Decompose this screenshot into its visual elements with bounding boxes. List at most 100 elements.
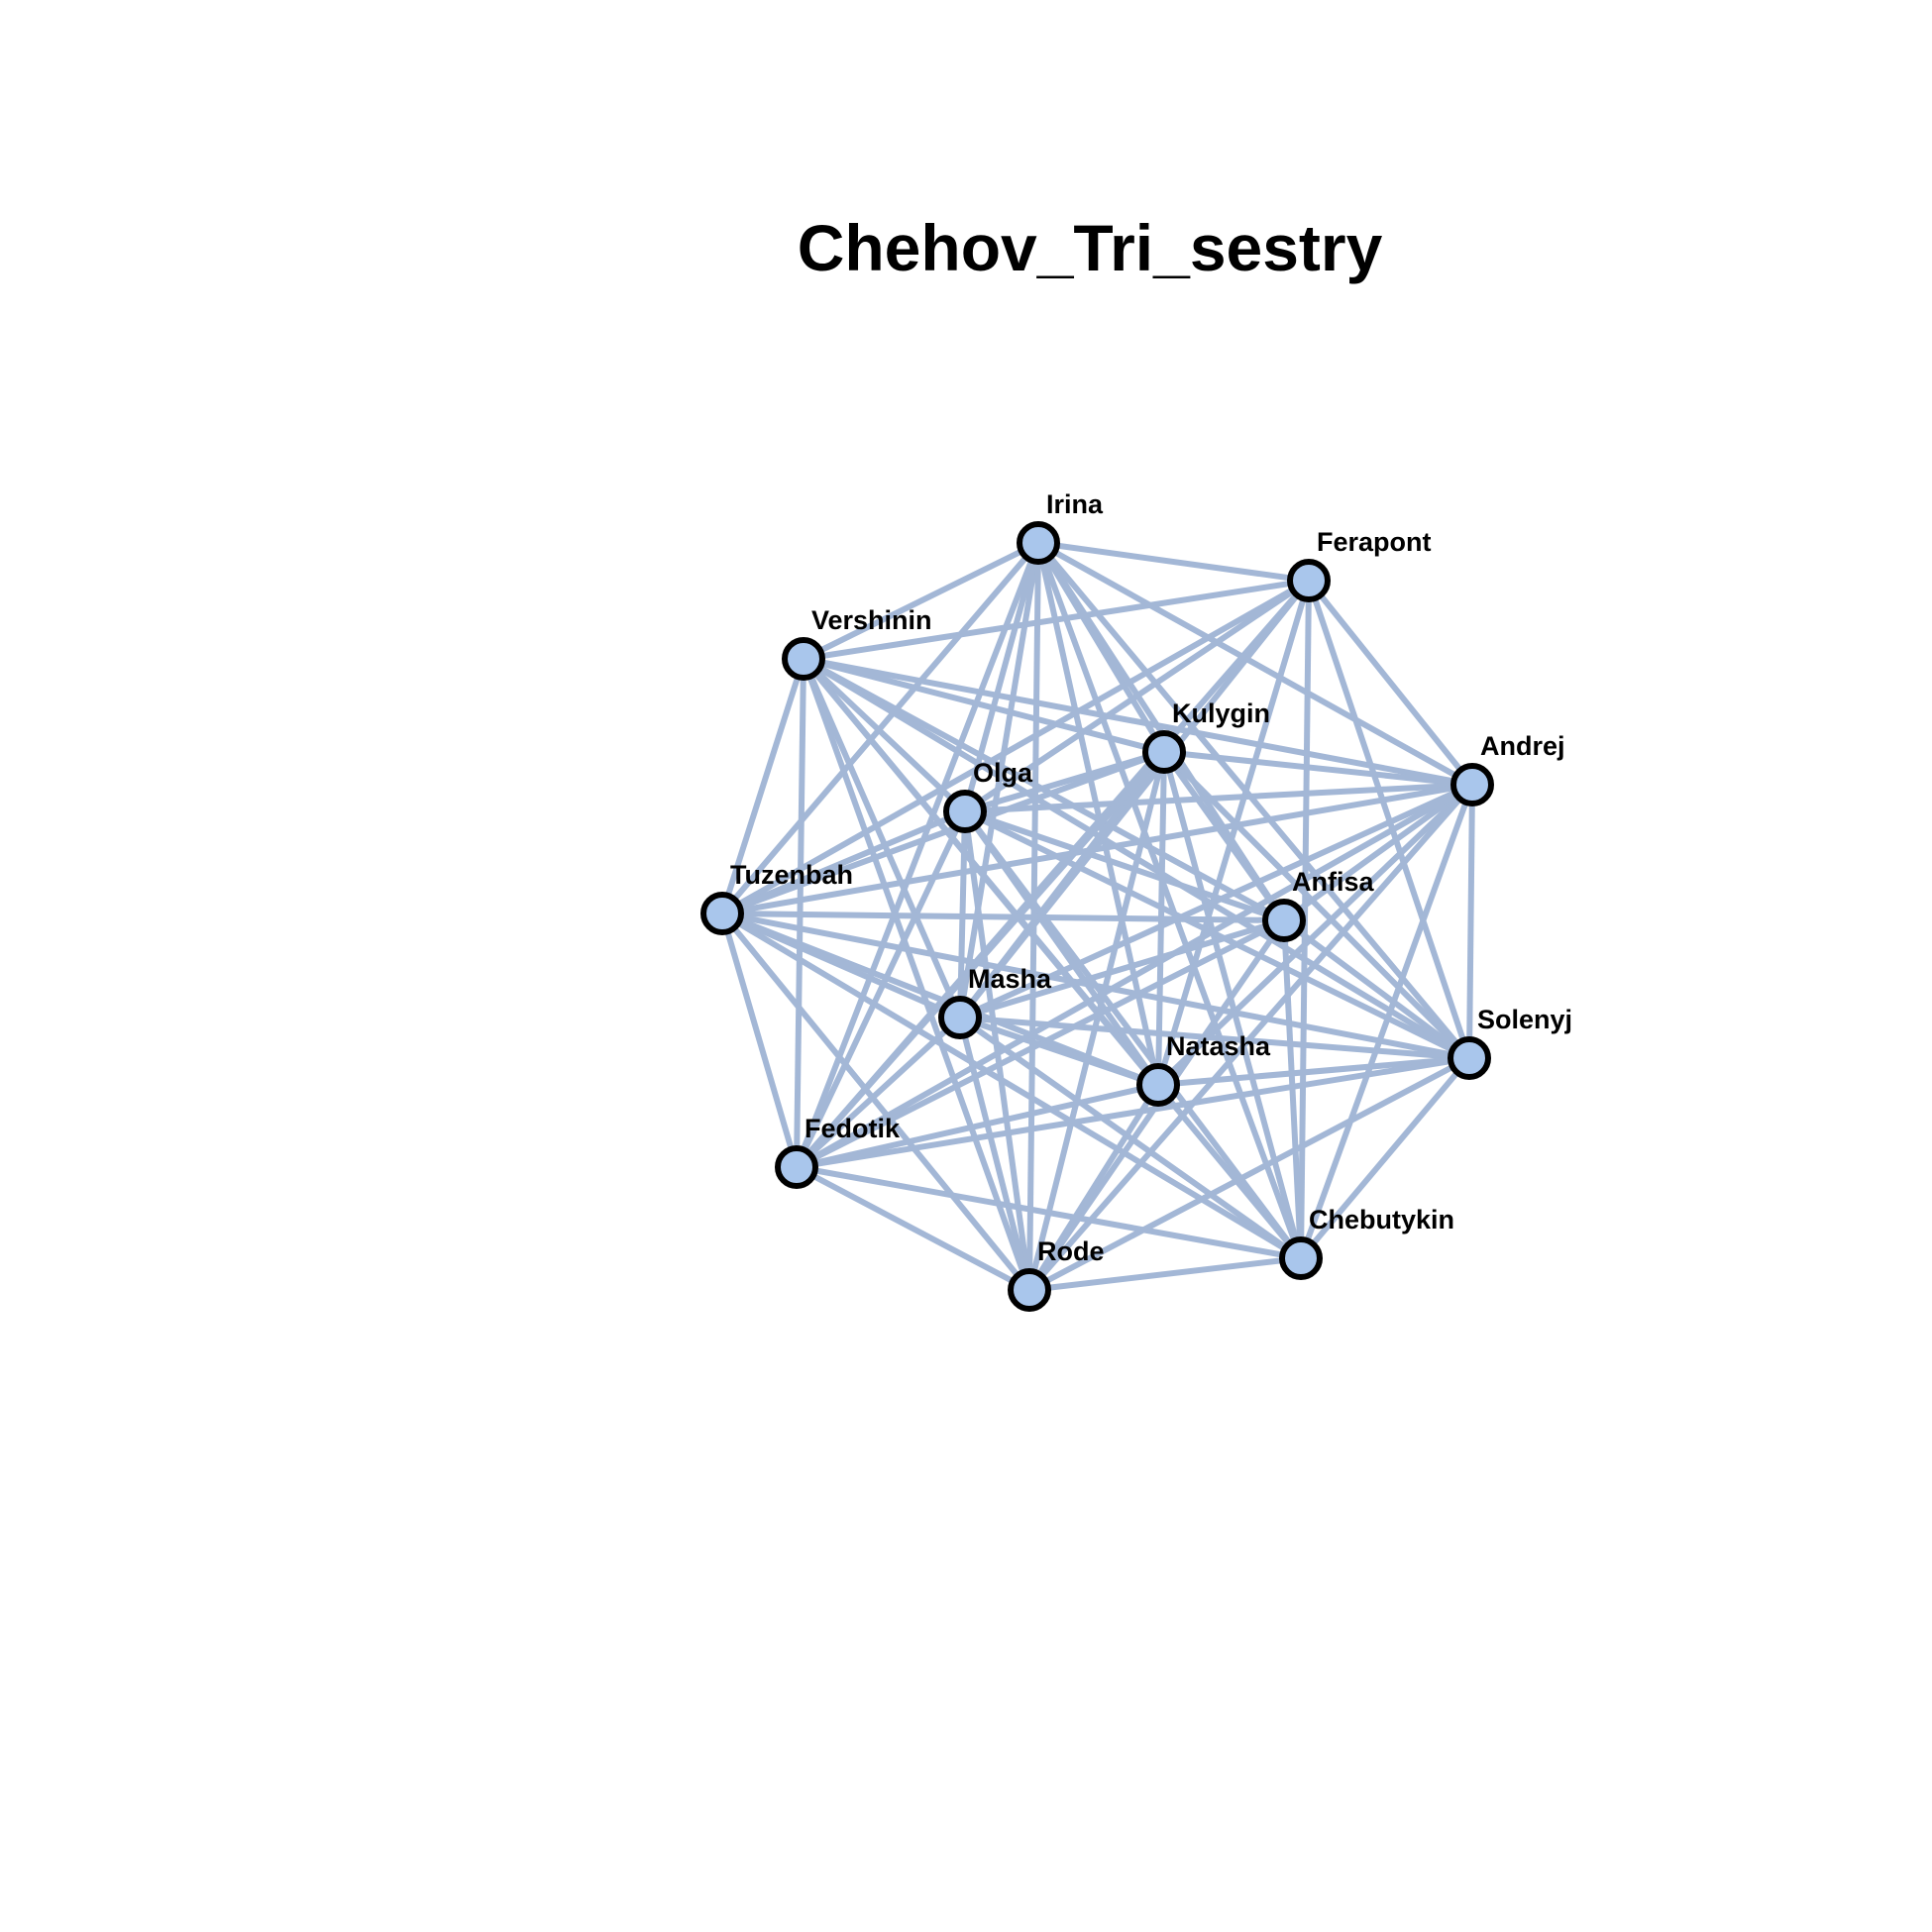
edge-andrej-anfisa <box>1282 782 1474 923</box>
node-label-rode: Rode <box>1037 1236 1105 1266</box>
edge-masha-chebutykin <box>958 1015 1303 1261</box>
edge-andrej-rode <box>1026 783 1475 1292</box>
node-circle-tuzenbah <box>700 892 744 935</box>
edge-fedotik-chebutykin <box>796 1164 1302 1261</box>
edge-vershinin-kulygin <box>803 656 1165 755</box>
node-circle-irina <box>1017 521 1060 565</box>
edge-masha-rode <box>957 1017 1032 1291</box>
node-label-kulygin: Kulygin <box>1172 698 1270 728</box>
edge-irina-vershinin <box>802 540 1040 662</box>
node-olga: Olga <box>943 758 1033 833</box>
edge-vershinin-chebutykin <box>801 657 1304 1260</box>
node-circle-solenyj <box>1448 1036 1491 1080</box>
node-circle-anfisa <box>1262 899 1306 942</box>
node-label-anfisa: Anfisa <box>1292 867 1375 897</box>
node-label-olga: Olga <box>973 758 1033 788</box>
edge-fedotik-rode <box>795 1164 1031 1293</box>
edge-andrej-chebutykin <box>1298 783 1475 1260</box>
edge-tuzenbah-solenyj <box>721 911 1470 1061</box>
edge-kulygin-tuzenbah <box>720 749 1166 916</box>
edge-ferapont-tuzenbah <box>720 578 1311 916</box>
node-label-chebutykin: Chebutykin <box>1309 1205 1454 1234</box>
node-irina: Irina <box>1017 489 1104 565</box>
edge-solenyj-fedotik <box>796 1055 1470 1170</box>
node-circle-vershinin <box>782 637 825 681</box>
node-natasha: Natasha <box>1136 1031 1271 1107</box>
node-circle-olga <box>943 790 987 833</box>
edge-tuzenbah-rode <box>719 912 1032 1292</box>
edge-vershinin-andrej <box>803 656 1473 788</box>
node-masha: Masha <box>938 964 1052 1039</box>
edge-solenyj-natasha <box>1157 1055 1470 1088</box>
edge-kulygin-masha <box>957 750 1167 1020</box>
edge-anfisa-solenyj <box>1282 917 1471 1061</box>
edge-anfisa-masha <box>959 917 1285 1020</box>
edge-vershinin-tuzenbah <box>719 658 806 914</box>
node-rode: Rode <box>1008 1236 1105 1312</box>
node-solenyj: Solenyj <box>1448 1005 1572 1080</box>
edge-olga-anfisa <box>964 808 1285 923</box>
node-anfisa: Anfisa <box>1262 867 1375 942</box>
edge-ferapont-olga <box>963 578 1311 814</box>
edge-kulygin-fedotik <box>794 750 1167 1169</box>
edge-olga-chebutykin <box>962 809 1304 1260</box>
node-circle-kulygin <box>1142 730 1186 774</box>
node-vershinin: Vershinin <box>782 605 932 681</box>
node-tuzenbah: Tuzenbah <box>700 860 853 935</box>
node-chebutykin: Chebutykin <box>1279 1205 1454 1280</box>
edge-kulygin-solenyj <box>1161 749 1472 1061</box>
edge-chebutykin-rode <box>1028 1255 1302 1293</box>
node-circle-masha <box>938 996 982 1039</box>
node-andrej: Andrej <box>1450 731 1565 806</box>
node-circle-rode <box>1008 1268 1051 1312</box>
edge-olga-solenyj <box>963 808 1471 1061</box>
edge-andrej-solenyj <box>1466 784 1475 1059</box>
edge-tuzenbah-anfisa <box>721 911 1285 923</box>
edge-tuzenbah-fedotik <box>719 912 800 1168</box>
plot-title: Chehov_Tri_sestry <box>798 211 1383 284</box>
edge-masha-solenyj <box>959 1015 1470 1061</box>
edge-vershinin-masha <box>801 657 963 1020</box>
node-circle-chebutykin <box>1279 1236 1323 1280</box>
edge-natasha-fedotik <box>796 1082 1159 1170</box>
edge-andrej-fedotik <box>795 782 1474 1170</box>
node-label-solenyj: Solenyj <box>1477 1005 1572 1034</box>
node-label-masha: Masha <box>968 964 1052 994</box>
edge-irina-chebutykin <box>1035 541 1304 1260</box>
edge-irina-andrej <box>1036 540 1474 788</box>
edge-vershinin-rode <box>801 657 1032 1292</box>
edge-masha-fedotik <box>794 1015 963 1170</box>
node-ferapont: Ferapont <box>1287 527 1432 602</box>
node-circle-natasha <box>1136 1063 1180 1107</box>
edge-andrej-tuzenbah <box>721 782 1473 916</box>
node-label-tuzenbah: Tuzenbah <box>730 860 853 890</box>
edge-olga-fedotik <box>794 809 968 1169</box>
node-label-natasha: Natasha <box>1166 1031 1271 1061</box>
edge-irina-fedotik <box>794 541 1041 1169</box>
node-circle-andrej <box>1450 763 1494 806</box>
edge-solenyj-rode <box>1027 1055 1471 1293</box>
edge-kulygin-andrej <box>1163 749 1473 788</box>
edge-masha-natasha <box>959 1015 1159 1088</box>
node-label-irina: Irina <box>1046 489 1104 519</box>
edge-andrej-olga <box>964 782 1473 814</box>
edge-olga-tuzenbah <box>720 808 967 916</box>
nodes-layer: Irina Ferapont Vershinin Kulygin Andrej Olga T… <box>700 489 1572 1312</box>
node-circle-fedotik <box>775 1145 818 1189</box>
edge-kulygin-anfisa <box>1161 750 1287 922</box>
node-kulygin: Kulygin <box>1142 698 1270 774</box>
edge-ferapont-andrej <box>1306 579 1475 787</box>
edge-irina-ferapont <box>1037 540 1310 584</box>
edge-vershinin-olga <box>801 656 968 814</box>
edge-irina-solenyj <box>1035 541 1472 1060</box>
node-label-andrej: Andrej <box>1480 731 1565 761</box>
node-label-vershinin: Vershinin <box>811 605 932 635</box>
edge-ferapont-vershinin <box>803 578 1310 662</box>
edge-solenyj-chebutykin <box>1298 1056 1472 1260</box>
node-label-fedotik: Fedotik <box>805 1114 901 1143</box>
edge-natasha-rode <box>1026 1083 1161 1292</box>
edge-tuzenbah-natasha <box>720 911 1160 1088</box>
node-fedotik: Fedotik <box>775 1114 901 1189</box>
node-label-ferapont: Ferapont <box>1317 527 1432 557</box>
